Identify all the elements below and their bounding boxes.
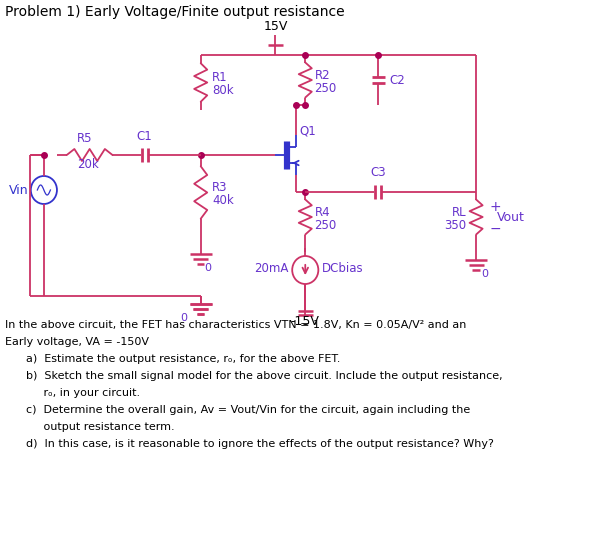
Text: 40k: 40k bbox=[212, 194, 234, 207]
Text: 250: 250 bbox=[315, 82, 337, 95]
Text: C3: C3 bbox=[370, 166, 386, 179]
Text: −: − bbox=[489, 222, 501, 236]
Text: 15V: 15V bbox=[263, 20, 288, 33]
Text: 0: 0 bbox=[204, 263, 212, 273]
Text: Problem 1) Early Voltage/Finite output resistance: Problem 1) Early Voltage/Finite output r… bbox=[5, 5, 344, 19]
Text: 0: 0 bbox=[481, 269, 488, 279]
Text: d)  In this case, is it reasonable to ignore the effects of the output resistanc: d) In this case, is it reasonable to ign… bbox=[5, 439, 493, 449]
Text: Vin: Vin bbox=[10, 184, 29, 197]
Text: output resistance term.: output resistance term. bbox=[5, 422, 174, 432]
Text: c)  Determine the overall gain, Av = Vout/Vin for the circuit, again including t: c) Determine the overall gain, Av = Vout… bbox=[5, 405, 470, 415]
Text: rₒ, in your circuit.: rₒ, in your circuit. bbox=[5, 388, 140, 398]
Text: b)  Sketch the small signal model for the above circuit. Include the output resi: b) Sketch the small signal model for the… bbox=[5, 371, 502, 381]
Text: RL: RL bbox=[452, 206, 467, 218]
Text: 80k: 80k bbox=[212, 84, 234, 97]
Text: Q1: Q1 bbox=[300, 124, 316, 138]
Text: In the above circuit, the FET has characteristics VTN = 1.8V, Kn = 0.05A/V² and : In the above circuit, the FET has charac… bbox=[5, 320, 466, 330]
Text: C1: C1 bbox=[137, 130, 153, 143]
Text: a)  Estimate the output resistance, rₒ, for the above FET.: a) Estimate the output resistance, rₒ, f… bbox=[5, 354, 340, 364]
Text: -15V: -15V bbox=[291, 315, 319, 328]
Text: C2: C2 bbox=[389, 73, 405, 86]
Text: +: + bbox=[489, 200, 501, 214]
Text: 20k: 20k bbox=[77, 158, 98, 171]
Text: 250: 250 bbox=[315, 218, 337, 231]
Text: R4: R4 bbox=[315, 206, 330, 218]
Text: Vout: Vout bbox=[496, 211, 524, 223]
Text: DCbias: DCbias bbox=[322, 262, 364, 274]
Text: Early voltage, VA = -150V: Early voltage, VA = -150V bbox=[5, 337, 148, 347]
Text: R3: R3 bbox=[212, 181, 228, 194]
Text: 0: 0 bbox=[181, 313, 188, 323]
Text: R2: R2 bbox=[315, 68, 330, 82]
Text: 350: 350 bbox=[445, 218, 467, 231]
Text: 20mA: 20mA bbox=[254, 262, 288, 274]
Text: R5: R5 bbox=[77, 132, 93, 145]
Text: R1: R1 bbox=[212, 71, 228, 84]
